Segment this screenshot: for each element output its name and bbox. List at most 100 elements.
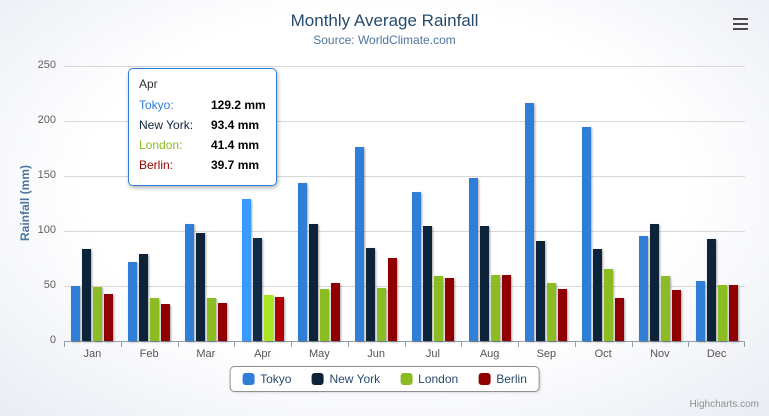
bar-london-jul[interactable] bbox=[433, 276, 443, 341]
x-axis-tick bbox=[405, 342, 406, 347]
y-axis-label: 150 bbox=[37, 169, 56, 181]
bar-new-york-sep[interactable] bbox=[536, 240, 546, 341]
bar-berlin-apr[interactable] bbox=[274, 297, 284, 341]
tooltip-header: Apr bbox=[139, 77, 158, 91]
tooltip-rows: Tokyo: 129.2 mm New York: 93.4 mm London: 41.… bbox=[139, 97, 266, 173]
bar-tokyo-apr[interactable] bbox=[241, 198, 251, 341]
x-axis-tick bbox=[744, 342, 745, 347]
legend-item-new-york[interactable]: New York bbox=[311, 372, 380, 386]
highcharts-credit[interactable]: Highcharts.com bbox=[689, 399, 759, 410]
bar-london-apr[interactable] bbox=[263, 295, 273, 341]
x-axis-tick bbox=[632, 342, 633, 347]
x-axis-tick bbox=[121, 342, 122, 347]
x-axis-label: Nov bbox=[650, 348, 670, 360]
hamburger-menu-icon[interactable] bbox=[731, 13, 749, 35]
x-axis-tick bbox=[291, 342, 292, 347]
bar-london-sep[interactable] bbox=[547, 283, 557, 341]
x-axis-label: Dec bbox=[706, 348, 727, 360]
x-axis-tick bbox=[234, 342, 235, 347]
bar-tokyo-oct[interactable] bbox=[582, 127, 592, 341]
gridline bbox=[64, 231, 745, 232]
bar-berlin-jun[interactable] bbox=[388, 257, 398, 341]
bar-berlin-oct[interactable] bbox=[615, 297, 625, 341]
legend-label: Berlin bbox=[496, 372, 527, 386]
bar-new-york-mar[interactable] bbox=[195, 232, 205, 341]
bar-tokyo-jun[interactable] bbox=[355, 147, 365, 341]
bar-new-york-oct[interactable] bbox=[593, 249, 603, 341]
y-axis-label: 0 bbox=[49, 334, 56, 346]
bar-london-aug[interactable] bbox=[490, 275, 500, 341]
bar-tokyo-nov[interactable] bbox=[638, 235, 648, 341]
x-axis-label: Aug bbox=[479, 348, 500, 360]
legend-item-tokyo[interactable]: Tokyo bbox=[242, 372, 291, 386]
y-axis-label: 100 bbox=[37, 224, 56, 236]
bar-new-york-nov[interactable] bbox=[649, 223, 659, 341]
bar-new-york-aug[interactable] bbox=[479, 226, 489, 341]
tooltip-value: 129.2 mm bbox=[211, 98, 266, 112]
bar-new-york-apr[interactable] bbox=[252, 238, 262, 341]
x-axis-label: Mar bbox=[196, 348, 216, 360]
bar-new-york-jul[interactable] bbox=[422, 225, 432, 341]
legend: Tokyo New York London Berlin bbox=[229, 366, 540, 392]
tooltip-series-label: London: bbox=[139, 138, 183, 152]
gridline bbox=[64, 66, 745, 67]
tooltip: Apr Tokyo: 129.2 mm New York: 93.4 mm London… bbox=[128, 68, 277, 186]
legend-symbol bbox=[478, 373, 491, 385]
tooltip-row: Tokyo: 129.2 mm bbox=[139, 97, 266, 113]
bar-new-york-may[interactable] bbox=[309, 224, 319, 341]
bar-new-york-dec[interactable] bbox=[706, 239, 716, 341]
x-axis-tick bbox=[348, 342, 349, 347]
bar-berlin-nov[interactable] bbox=[671, 289, 681, 341]
chart-title: Monthly Average Rainfall bbox=[290, 11, 479, 30]
gridline bbox=[64, 121, 745, 122]
tooltip-value: 93.4 mm bbox=[211, 118, 260, 132]
bar-berlin-mar[interactable] bbox=[217, 303, 227, 341]
bar-berlin-dec[interactable] bbox=[728, 284, 738, 341]
legend-symbol bbox=[400, 373, 413, 385]
tooltip-series-label: New York: bbox=[139, 118, 194, 132]
bar-berlin-sep[interactable] bbox=[558, 288, 568, 341]
bar-tokyo-may[interactable] bbox=[298, 182, 308, 341]
bar-tokyo-jul[interactable] bbox=[411, 191, 421, 341]
bar-london-dec[interactable] bbox=[717, 284, 727, 341]
legend-item-berlin[interactable]: Berlin bbox=[478, 372, 527, 386]
bar-london-jan[interactable] bbox=[93, 287, 103, 341]
bar-new-york-jun[interactable] bbox=[366, 248, 376, 341]
bar-tokyo-sep[interactable] bbox=[525, 102, 535, 341]
tooltip-value: 41.4 mm bbox=[211, 138, 260, 152]
tooltip-row: New York: 93.4 mm bbox=[139, 117, 266, 133]
plot-area bbox=[64, 66, 745, 347]
x-axis-label: May bbox=[308, 348, 330, 360]
bar-tokyo-dec[interactable] bbox=[695, 281, 705, 341]
bar-new-york-feb[interactable] bbox=[139, 254, 149, 341]
x-axis-label: Apr bbox=[254, 348, 272, 360]
x-axis-tick bbox=[178, 342, 179, 347]
bar-tokyo-feb[interactable] bbox=[128, 262, 138, 341]
bar-berlin-feb[interactable] bbox=[161, 304, 171, 341]
bar-london-nov[interactable] bbox=[660, 275, 670, 341]
bar-london-may[interactable] bbox=[320, 289, 330, 341]
legend-item-london[interactable]: London bbox=[400, 372, 458, 386]
x-axis-label: Sep bbox=[536, 348, 557, 360]
bar-tokyo-mar[interactable] bbox=[184, 223, 194, 341]
bar-london-mar[interactable] bbox=[206, 297, 216, 341]
bar-berlin-jan[interactable] bbox=[104, 294, 114, 341]
bar-berlin-aug[interactable] bbox=[501, 274, 511, 341]
y-axis-label: 200 bbox=[37, 114, 56, 126]
tooltip-value: 39.7 mm bbox=[211, 158, 260, 172]
bar-tokyo-jan[interactable] bbox=[71, 286, 81, 341]
x-axis-tick bbox=[688, 342, 689, 347]
bar-london-oct[interactable] bbox=[604, 269, 614, 341]
bar-berlin-jul[interactable] bbox=[444, 277, 454, 341]
bar-new-york-jan[interactable] bbox=[82, 249, 92, 341]
legend-label: London bbox=[418, 372, 459, 386]
tooltip-row: London: 41.4 mm bbox=[139, 137, 266, 153]
bar-london-jun[interactable] bbox=[377, 287, 387, 341]
bar-london-feb[interactable] bbox=[150, 298, 160, 341]
gridline bbox=[64, 176, 745, 177]
bar-tokyo-aug[interactable] bbox=[468, 177, 478, 341]
bar-berlin-may[interactable] bbox=[331, 283, 341, 341]
x-axis-tick bbox=[575, 342, 576, 347]
gridline bbox=[64, 286, 745, 287]
tooltip-series-label: Berlin: bbox=[139, 158, 174, 172]
